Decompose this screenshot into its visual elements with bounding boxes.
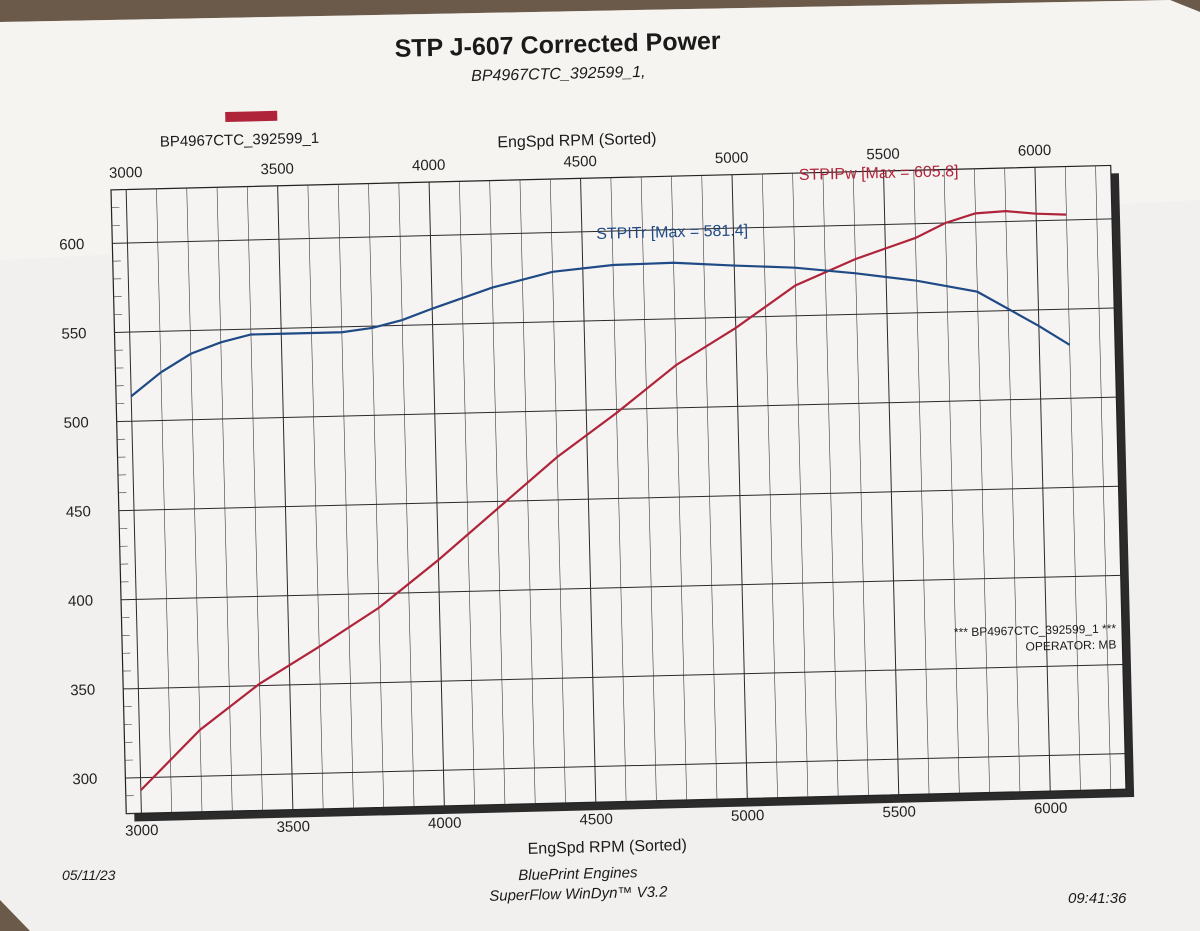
- gridline-x-major: [277, 185, 294, 810]
- x-tick-label-bottom: 4000: [428, 814, 462, 832]
- run-id: *** BP4967CTC_392599_1 ***: [954, 621, 1117, 639]
- gridline-x-minor: [671, 176, 687, 800]
- gridline-x-minor: [974, 168, 990, 793]
- gridline-x-major: [125, 189, 142, 814]
- x-tick-label-bottom: 5000: [731, 807, 765, 825]
- x-tick-label-bottom: 3000: [125, 822, 159, 840]
- gridline-x-minor: [186, 188, 203, 812]
- gridline-y-major: [121, 574, 1121, 601]
- gridline-x-major: [883, 170, 900, 795]
- y-tick-label: 450: [66, 503, 91, 521]
- y-tick-label: 400: [68, 592, 93, 610]
- gridline-y-major: [123, 663, 1123, 690]
- y-tick-label: 300: [72, 771, 97, 789]
- gridline-x-minor: [247, 186, 263, 811]
- annotation-stpitr: STPITr [Max = 581.4]: [596, 222, 748, 243]
- y-tick-label: 600: [59, 236, 84, 254]
- gridline-y-major: [116, 396, 1117, 423]
- y-ticks: 300 350 400 450 500 550 600: [59, 236, 98, 788]
- gridline-x-minor: [792, 173, 809, 798]
- y-tick-label: 550: [61, 325, 86, 343]
- gridline-y-major: [125, 753, 1126, 779]
- x-axis-label-top: EngSpd RPM (Sorted): [497, 131, 657, 152]
- x-tick-label-top: 3000: [109, 164, 143, 182]
- x-axis-label-bottom: EngSpd RPM (Sorted): [527, 837, 687, 858]
- gridline-x-minor: [913, 170, 930, 795]
- x-tick-label-bottom: 3500: [276, 818, 310, 836]
- chart-group: STP J-607 Corrected Power BP4967CTC_3925…: [59, 27, 1135, 905]
- series-layer: [130, 210, 1071, 791]
- footer-software: SuperFlow WinDyn™ V3.2: [489, 883, 668, 904]
- footer-company: BluePrint Engines: [518, 864, 638, 884]
- gridline-x-minor: [549, 179, 566, 803]
- y-tick-label: 500: [63, 414, 88, 432]
- x-tick-label-top: 4000: [412, 157, 446, 175]
- annotation-stpipw: STPIPw [Max = 605.8]: [799, 163, 959, 184]
- gridline-x-minor: [852, 171, 869, 796]
- x-tick-label-top: 4500: [563, 153, 597, 171]
- gridline-x-minor: [943, 169, 960, 794]
- gridline-x-major: [731, 174, 748, 799]
- chart-subtitle: BP4967CTC_392599_1,: [471, 64, 646, 85]
- footer-time: 09:41:36: [1068, 890, 1127, 907]
- gridline-x-minor: [610, 177, 627, 802]
- gridline-x-major: [580, 178, 597, 803]
- footer-date: 05/11/23: [62, 867, 116, 883]
- gridline-x-minor: [822, 172, 839, 797]
- gridline-x-minor: [1004, 168, 1021, 792]
- operator: OPERATOR: MB: [1025, 637, 1116, 653]
- gridline-x-minor: [307, 185, 324, 809]
- gridline-y-major: [118, 485, 1119, 512]
- x-tick-label-top: 5000: [715, 149, 749, 167]
- x-tick-label-top: 6000: [1018, 142, 1052, 160]
- gridline-x-minor: [1064, 166, 1081, 791]
- x-tick-label-top: 5500: [866, 146, 900, 164]
- gridline-x-minor: [489, 180, 506, 805]
- gridline-x-minor: [701, 175, 718, 800]
- x-ticks-top: 3000 3500 4000 4500 5000 5500 6000: [109, 142, 1052, 182]
- legend-swatch: [225, 110, 278, 123]
- x-tick-label-top: 3500: [260, 160, 294, 178]
- gridline-x-minor: [156, 188, 172, 813]
- gridline-x-major: [1034, 167, 1051, 792]
- legend-label: BP4967CTC_392599_1: [160, 130, 320, 151]
- series-line-stpipw: [140, 210, 1067, 791]
- gridline-x-minor: [398, 182, 415, 807]
- gridline-x-minor: [519, 179, 536, 804]
- gridline-x-minor: [337, 184, 354, 809]
- gridline-y-major: [114, 307, 1115, 333]
- x-tick-label-bottom: 6000: [1034, 800, 1068, 818]
- x-ticks-bottom: 3000 3500 4000 4500 5000 5500 6000: [125, 800, 1068, 840]
- gridline-x-minor: [459, 181, 475, 806]
- gridline-x-minor: [1095, 165, 1112, 790]
- series-line-stpitr: [130, 261, 1071, 398]
- x-tick-label-bottom: 4500: [579, 811, 613, 829]
- gridline-x-major: [428, 182, 445, 806]
- gridline-x-minor: [368, 183, 385, 808]
- gridline-x-minor: [640, 176, 657, 801]
- gridline-x-minor: [762, 173, 778, 798]
- x-tick-label-bottom: 5500: [882, 803, 916, 821]
- y-tick-label: 350: [70, 682, 95, 700]
